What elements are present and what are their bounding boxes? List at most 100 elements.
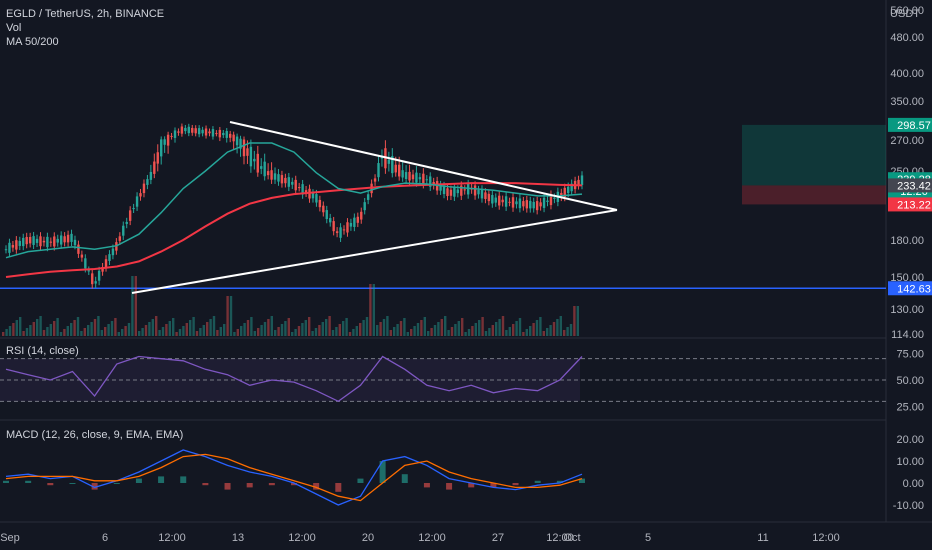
time-tick-label: 5	[645, 532, 651, 544]
volume-bar	[433, 325, 437, 336]
candle-body	[125, 221, 128, 224]
rsi-tick-label: 50.00	[896, 375, 924, 387]
volume-bar	[141, 328, 144, 336]
macd-histogram-bar	[91, 483, 98, 490]
candle-body	[342, 229, 346, 231]
volume-bar	[304, 320, 307, 336]
candle-body	[332, 221, 335, 232]
candle-body	[11, 245, 15, 248]
candle-body	[460, 185, 463, 196]
time-tick-label: Oct	[563, 532, 580, 544]
volume-bar	[403, 318, 406, 336]
candle-body	[494, 197, 497, 203]
candle-body	[263, 161, 266, 177]
candle-body	[408, 171, 411, 181]
volume-bar	[87, 325, 90, 336]
volume-bar	[372, 284, 375, 336]
volume-bar	[573, 306, 576, 336]
rsi-tick-label: 75.00	[896, 348, 924, 360]
price-tick-label: 114.00	[891, 329, 924, 341]
candle-body	[222, 132, 225, 136]
volume-bar	[274, 330, 277, 336]
candle-body	[160, 139, 163, 157]
candle-body	[215, 133, 218, 135]
candle-body	[239, 138, 242, 149]
candle-body	[280, 175, 284, 184]
candle-body	[411, 174, 415, 180]
volume-bar	[352, 329, 355, 336]
candle-body	[511, 197, 515, 208]
volume-bar	[331, 330, 335, 336]
macd-histogram-bar	[335, 483, 342, 492]
volume-bar	[291, 332, 294, 336]
candle-body	[449, 189, 453, 196]
main-legend: EGLD / TetherUS, 2h, BINANCE Vol MA 50/2…	[6, 7, 164, 49]
ma-legend[interactable]: MA 50/200	[6, 36, 59, 48]
candle-body	[463, 189, 466, 191]
volume-bar	[270, 316, 273, 336]
candle-body	[225, 131, 228, 138]
volume-bar	[90, 322, 93, 336]
volume-bar	[19, 317, 22, 336]
volume-bar	[542, 331, 545, 336]
volume-bar	[260, 325, 263, 336]
macd-histogram	[3, 461, 585, 492]
volume-bar	[549, 325, 552, 336]
volume-bar	[287, 318, 290, 336]
volume-bar	[127, 323, 131, 336]
volume-bar	[512, 324, 515, 336]
volume-bar	[369, 284, 372, 336]
volume-bar	[311, 331, 314, 336]
candle-body	[498, 195, 501, 206]
volume-bar	[342, 321, 345, 336]
volume-bar	[209, 319, 212, 336]
time-tick-label: 11	[757, 532, 768, 544]
candle-body	[349, 222, 353, 227]
candle-body	[235, 136, 239, 146]
candle-body	[97, 270, 101, 281]
volume-bar	[73, 320, 76, 336]
candle-body	[25, 236, 28, 245]
candle-body	[570, 183, 573, 192]
macd-histogram-bar	[490, 483, 497, 488]
rsi-title[interactable]: RSI (14, close)	[6, 345, 79, 357]
candle-body	[529, 200, 532, 209]
macd-title[interactable]: MACD (12, 26, close, 9, EMA, EMA)	[6, 429, 184, 441]
price-tag-background	[888, 178, 932, 193]
volume-bar	[226, 296, 229, 336]
candle-body	[232, 134, 235, 142]
price-tick-label: 150.00	[890, 272, 924, 284]
price-tag: 142.63	[888, 281, 932, 296]
price-tick-label: 180.00	[890, 235, 924, 247]
position-loss-zone	[742, 185, 886, 205]
macd-histogram-bar	[3, 480, 9, 483]
candle-body	[242, 139, 246, 157]
volume-bar	[338, 324, 341, 336]
candle-body	[301, 184, 304, 195]
volume-bar	[495, 322, 498, 336]
volume-bar	[535, 320, 539, 336]
candle-body	[491, 195, 494, 204]
currency-label: USDT	[890, 8, 920, 20]
candle-body	[91, 273, 94, 285]
candle-body	[546, 200, 549, 202]
volume-legend[interactable]: Vol	[6, 22, 22, 34]
candle-body	[87, 270, 90, 272]
symbol-title[interactable]: EGLD / TetherUS, 2h, BINANCE	[6, 8, 165, 20]
volume-bar	[100, 330, 103, 336]
volume-bar	[223, 324, 226, 336]
volume-bar	[144, 325, 148, 336]
candle-body	[42, 240, 46, 243]
volume-bar	[138, 331, 141, 336]
candle-body	[429, 176, 432, 187]
volume-bar	[427, 331, 430, 336]
candle-body	[373, 178, 377, 182]
volume-bar	[335, 327, 338, 336]
candle-body	[397, 164, 401, 177]
candle-body	[322, 205, 325, 213]
volume-bar	[552, 322, 556, 336]
volume-bar	[389, 330, 392, 336]
volume-bar	[195, 331, 199, 336]
candle-body	[535, 201, 539, 211]
